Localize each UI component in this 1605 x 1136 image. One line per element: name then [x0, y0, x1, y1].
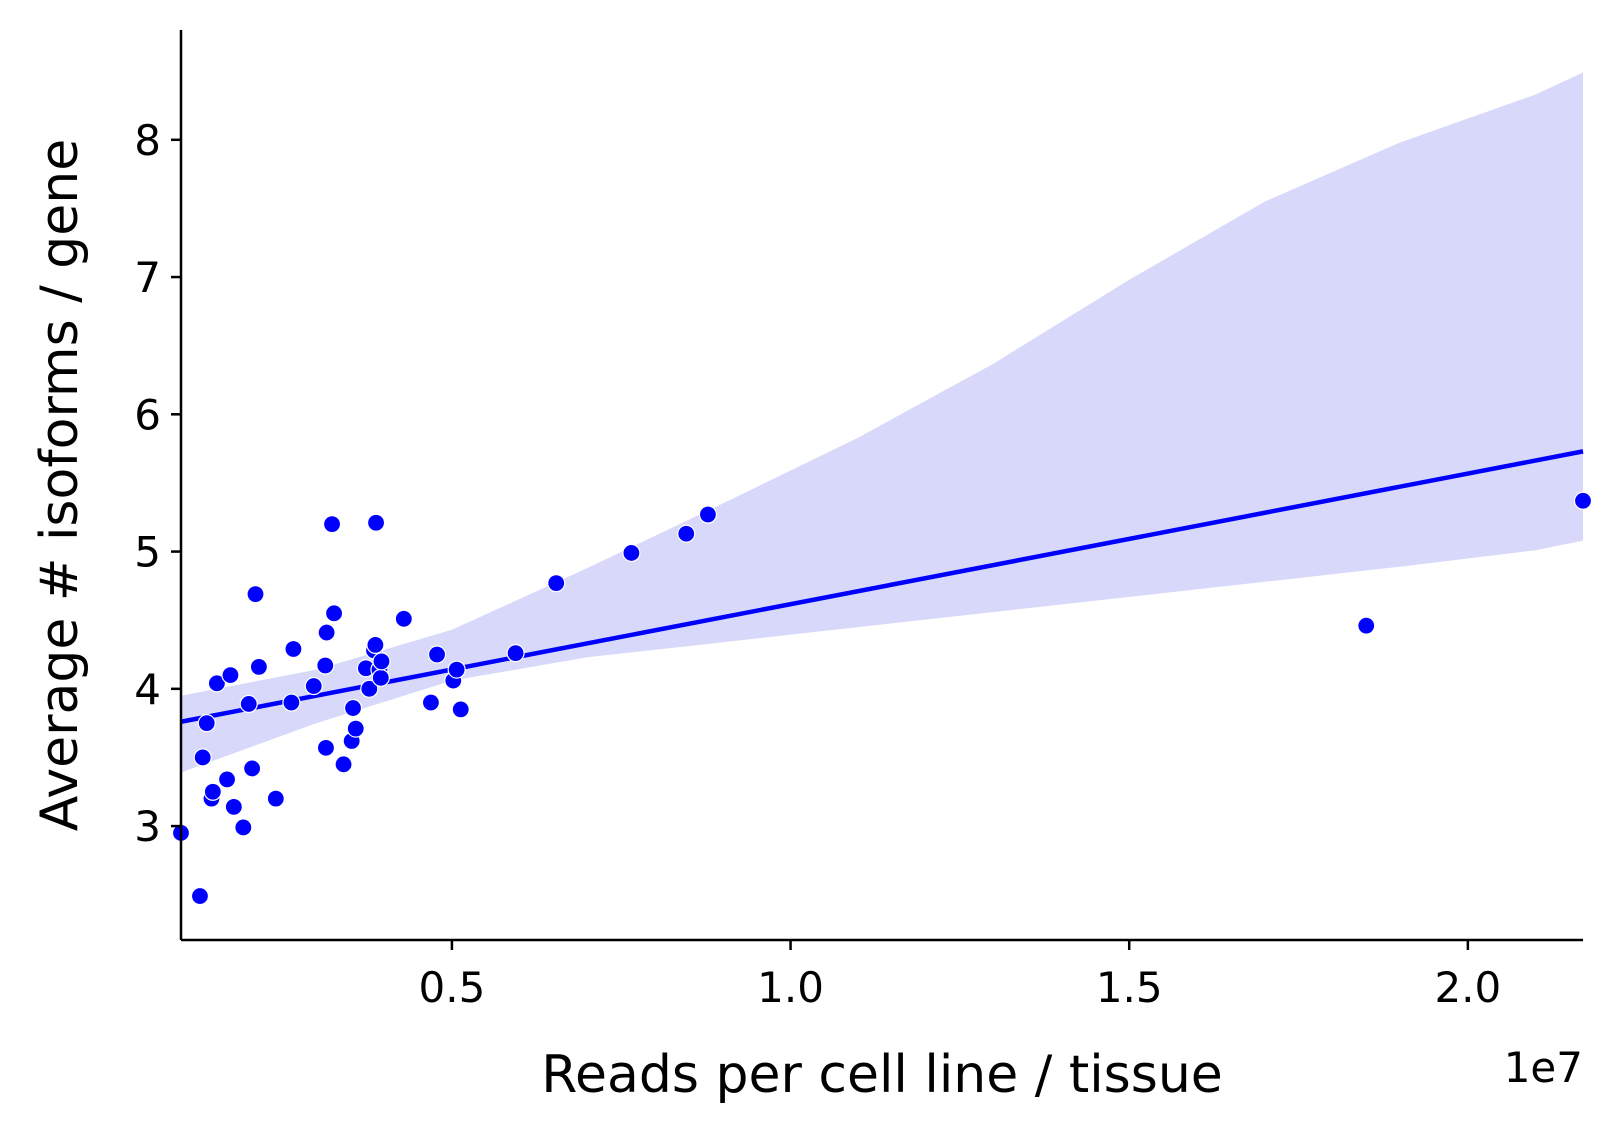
- y-tick-label: 7: [134, 253, 161, 302]
- data-point: [334, 755, 353, 774]
- data-point: [622, 543, 641, 563]
- data-point: [1357, 616, 1376, 635]
- data-point: [246, 585, 265, 604]
- data-point: [1573, 491, 1593, 510]
- data-point: [197, 714, 216, 733]
- data-point: [677, 524, 696, 543]
- data-point: [447, 660, 466, 679]
- data-point: [343, 698, 363, 718]
- data-point: [360, 679, 379, 698]
- axes: [179, 30, 1583, 942]
- data-point: [243, 759, 262, 778]
- confidence-band-layer: [181, 72, 1583, 773]
- data-point: [224, 797, 243, 816]
- data-point: [506, 644, 525, 663]
- y-tick-label: 3: [134, 802, 161, 851]
- y-tick-label: 4: [134, 665, 161, 714]
- data-point: [239, 694, 258, 714]
- data-points-layer: [171, 491, 1593, 906]
- data-point: [316, 656, 335, 675]
- data-point: [322, 515, 342, 534]
- data-point: [547, 574, 566, 593]
- data-point: [190, 886, 210, 906]
- data-point: [203, 782, 222, 801]
- data-point: [249, 657, 268, 676]
- data-point: [221, 665, 240, 685]
- data-point: [372, 652, 391, 671]
- data-point: [366, 513, 386, 532]
- x-tick-label: 0.5: [419, 963, 486, 1012]
- x-axis-label: Reads per cell line / tissue: [541, 1045, 1223, 1105]
- data-point: [217, 770, 237, 789]
- data-point: [193, 748, 212, 767]
- data-point: [394, 609, 413, 628]
- data-point: [366, 635, 385, 655]
- regression-line: [180, 449, 1584, 724]
- data-point: [346, 719, 365, 738]
- data-point: [371, 668, 390, 687]
- x-axis-offset-label: 1e7: [1504, 1043, 1583, 1092]
- y-tick-label: 5: [134, 528, 161, 577]
- data-point: [284, 639, 303, 659]
- y-tick-label: 8: [134, 116, 161, 165]
- x-tick-label: 2.0: [1434, 963, 1501, 1012]
- x-ticks: 0.5 1.0 1.5 2.0: [419, 940, 1501, 1012]
- x-tick-label: 1.5: [1096, 963, 1163, 1012]
- data-point: [421, 693, 441, 712]
- data-point: [427, 645, 447, 664]
- data-point: [451, 700, 470, 719]
- confidence-band: [181, 72, 1583, 773]
- data-point: [317, 623, 336, 642]
- y-ticks: 3 4 5 6 7 8: [134, 116, 181, 851]
- data-point: [316, 738, 336, 757]
- y-axis-label: Average # isoforms / gene: [30, 139, 90, 831]
- data-point: [207, 674, 226, 693]
- data-point: [304, 676, 323, 696]
- data-point: [266, 789, 285, 808]
- regression-line-layer: [180, 449, 1584, 724]
- data-point: [234, 818, 253, 837]
- x-tick-label: 1.0: [757, 963, 824, 1012]
- data-point: [282, 693, 301, 712]
- data-point: [324, 604, 344, 623]
- y-tick-label: 6: [134, 390, 161, 439]
- data-point: [698, 505, 718, 524]
